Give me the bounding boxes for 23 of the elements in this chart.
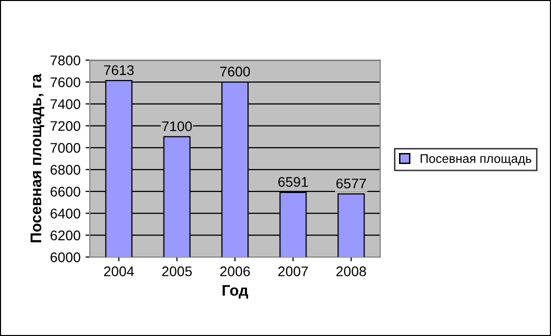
y-tick-label: 7000 [50,142,80,153]
data-label: 7600 [220,66,250,76]
x-tick-label: 2007 [278,266,308,276]
y-tick-label: 6800 [50,164,80,175]
y-tick-label: 6200 [50,230,80,240]
y-tick-label: 7800 [50,55,80,66]
data-label: 7613 [104,65,134,76]
y-tick-label: 6400 [50,208,80,218]
x-tick-label: 2004 [104,266,134,276]
x-axis-title: Год [222,285,248,299]
data-label: 7100 [162,121,192,132]
x-tick-label: 2008 [336,266,366,276]
x-tick-label: 2006 [220,266,250,276]
y-tick-label: 7400 [50,99,80,110]
x-tick-label: 2005 [162,266,192,276]
legend-label: Посевная площадь [420,154,532,166]
data-label: 6577 [336,178,366,188]
y-tick-label: 7600 [50,77,80,88]
y-tick-label: 7200 [50,121,80,131]
y-tick-label: 6600 [50,186,80,197]
data-label: 6591 [278,177,308,187]
y-axis-title: Посевная площадь, га [30,74,44,242]
y-tick-label: 6000 [50,252,80,262]
